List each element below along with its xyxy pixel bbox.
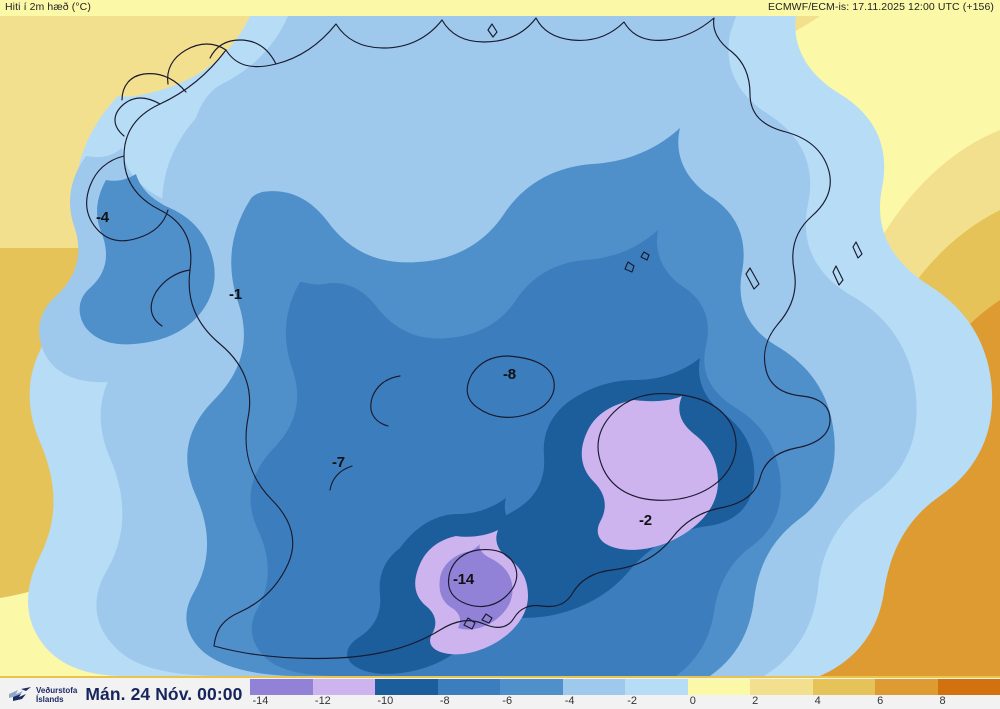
logo-text: Veðurstofa Íslands <box>36 686 77 704</box>
forecast-valid-time: Mán. 24 Nóv. 00:00 <box>85 684 243 704</box>
scale-tick-label: -10 <box>377 695 394 707</box>
temperature-contour-plot <box>0 16 1000 676</box>
color-swatch--2 <box>625 679 688 695</box>
met-office-arrow-icon <box>9 686 31 701</box>
color-swatch--4 <box>562 679 626 695</box>
color-swatch-2 <box>750 679 813 695</box>
color-swatch--12 <box>312 679 376 695</box>
color-swatch-0 <box>687 679 751 695</box>
color-swatch--6 <box>500 679 563 695</box>
contour-label: -7 <box>332 454 345 471</box>
scale-tick-label: 2 <box>752 695 759 707</box>
scale-tick-label: -12 <box>314 695 331 707</box>
map-footer: Veðurstofa Íslands Mán. 24 Nóv. 00:00 -1… <box>0 676 1000 709</box>
scale-tick-label: 8 <box>939 695 946 707</box>
scale-tick-label: -8 <box>439 695 450 707</box>
scale-tick-label: 0 <box>689 695 696 707</box>
color-swatch--14 <box>250 679 313 695</box>
contour-label: -4 <box>96 209 109 226</box>
color-swatch--10 <box>375 679 438 695</box>
scale-tick-label: -14 <box>252 695 269 707</box>
color-scale-bars <box>250 679 1000 695</box>
color-swatch-8 <box>937 679 1000 695</box>
logo-line-2: Íslands <box>36 694 64 704</box>
logo-line-1: Veðurstofa <box>36 685 78 695</box>
scale-tick-label: 6 <box>877 695 884 707</box>
color-swatch-4 <box>812 679 876 695</box>
scale-tick-label: -4 <box>564 695 575 707</box>
color-swatch-6 <box>875 679 938 695</box>
contour-label: -14 <box>453 571 475 588</box>
temperature-map[interactable]: Hiti í 2m hæð (°C) ECMWF/ECM-is: 17.11.2… <box>0 0 1000 676</box>
color-swatch--8 <box>437 679 501 695</box>
color-scale-ticks: -14 -12 -10 -8 -6 -4 -2 0 2 4 6 8 <box>250 695 1000 709</box>
contour-label: -1 <box>229 286 242 303</box>
temperature-color-scale[interactable]: -14 -12 -10 -8 -6 -4 -2 0 2 4 6 8 <box>250 678 1000 709</box>
vedurstofa-islands-logo: Veðurstofa Íslands <box>0 678 81 709</box>
scale-tick-label: -2 <box>627 695 637 707</box>
scale-tick-label: -6 <box>502 695 513 707</box>
contour-label: -8 <box>503 366 516 383</box>
scale-tick-label: 4 <box>814 695 821 707</box>
contour-label: -2 <box>639 512 652 529</box>
